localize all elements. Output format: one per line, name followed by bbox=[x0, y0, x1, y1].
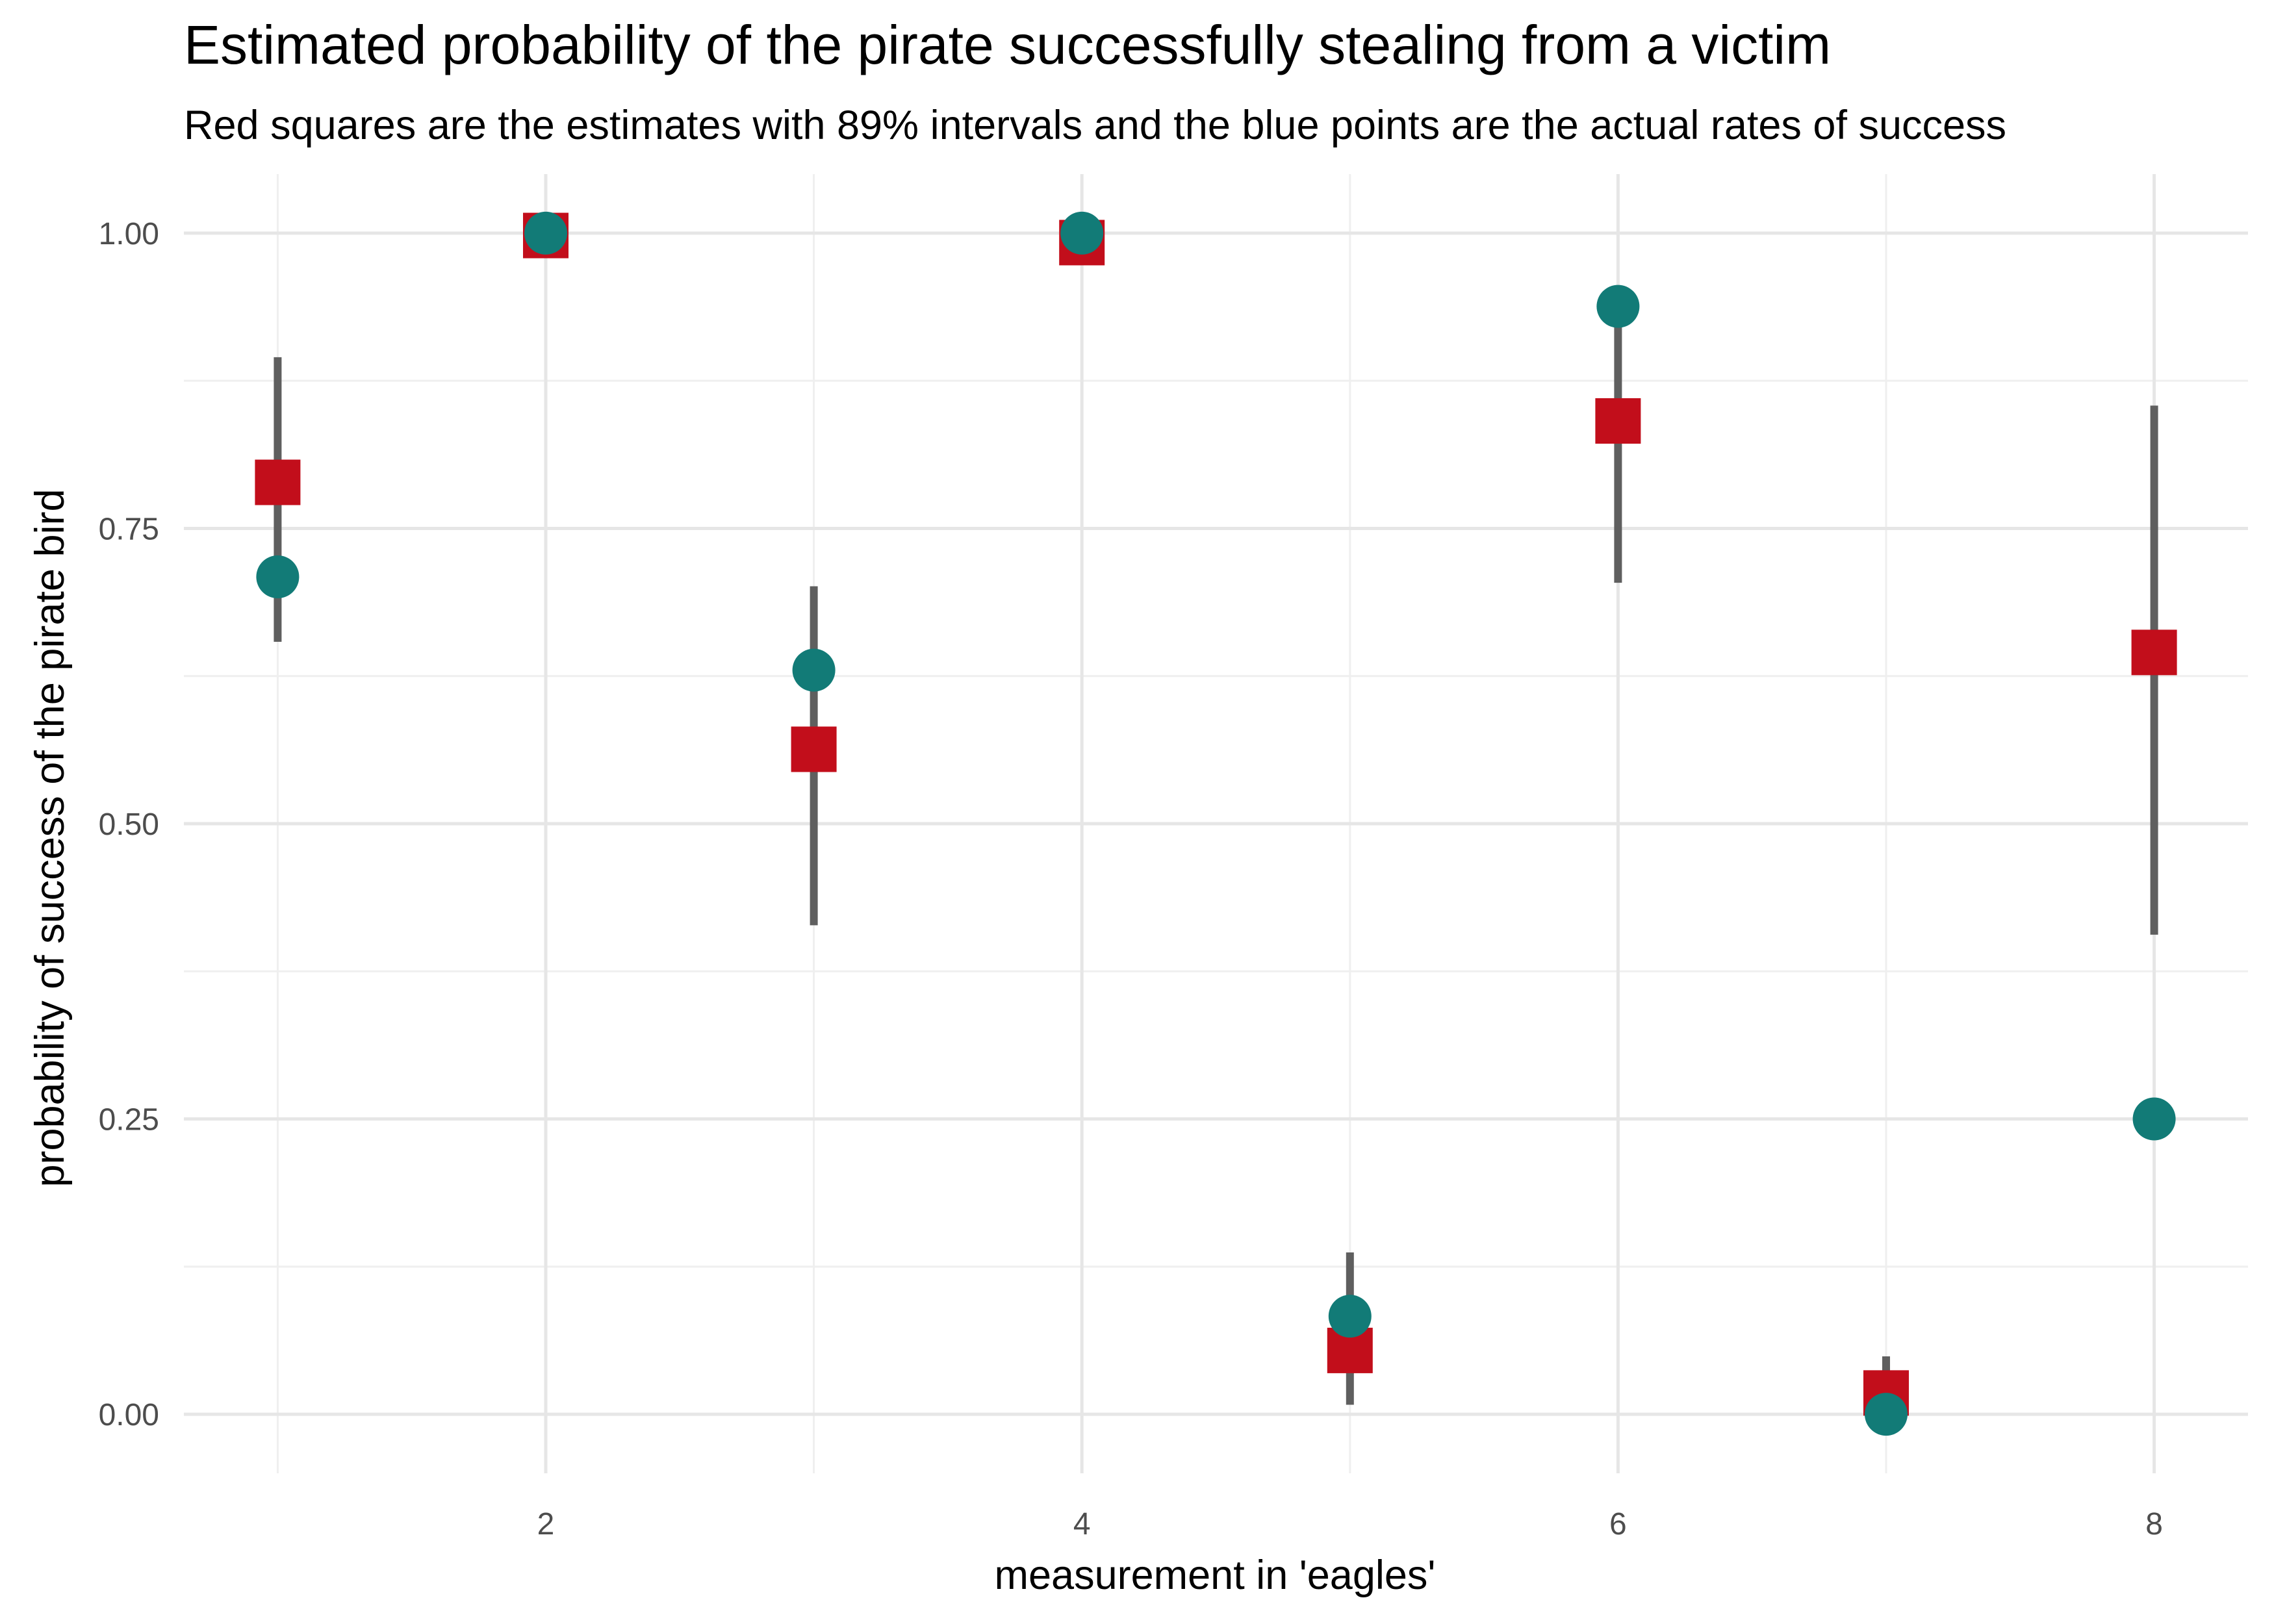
y-tick-label: 0.00 bbox=[99, 1398, 159, 1432]
actual-rate-point bbox=[1328, 1295, 1372, 1338]
y-tick-label: 0.25 bbox=[99, 1103, 159, 1137]
chart-title: Estimated probability of the pirate succ… bbox=[184, 14, 1831, 75]
estimate-markers bbox=[255, 212, 2177, 1416]
actual-rate-point bbox=[256, 555, 300, 598]
x-axis-ticks: 2 4 6 8 bbox=[537, 1507, 2163, 1542]
actual-rate-point bbox=[524, 211, 568, 255]
y-tick-label: 0.75 bbox=[99, 512, 159, 546]
chart-subtitle: Red squares are the estimates with 89% i… bbox=[184, 103, 2006, 148]
actual-rate-point bbox=[1596, 285, 1640, 328]
y-axis-label: probability of success of the pirate bir… bbox=[27, 488, 73, 1187]
actual-rate-point bbox=[1060, 211, 1104, 255]
estimate-square bbox=[255, 459, 301, 505]
x-axis-label: measurement in 'eagles' bbox=[995, 1553, 1436, 1598]
grid-lines bbox=[184, 174, 2248, 1473]
actual-rate-point bbox=[2132, 1097, 2176, 1141]
actual-rate-point bbox=[792, 648, 836, 692]
x-tick-label: 2 bbox=[537, 1507, 555, 1542]
actual-rate-point bbox=[1864, 1393, 1908, 1436]
x-tick-label: 6 bbox=[1609, 1507, 1627, 1542]
y-tick-label: 0.50 bbox=[99, 807, 159, 842]
y-axis-ticks: 0.00 0.25 0.50 0.75 1.00 bbox=[99, 217, 159, 1432]
estimate-square bbox=[2131, 629, 2177, 676]
x-tick-label: 8 bbox=[2145, 1507, 2163, 1542]
estimate-square bbox=[1595, 398, 1641, 444]
y-tick-label: 1.00 bbox=[99, 217, 159, 251]
actual-rate-markers bbox=[256, 211, 2176, 1436]
x-tick-label: 4 bbox=[1073, 1507, 1091, 1542]
estimate-square bbox=[791, 726, 837, 772]
